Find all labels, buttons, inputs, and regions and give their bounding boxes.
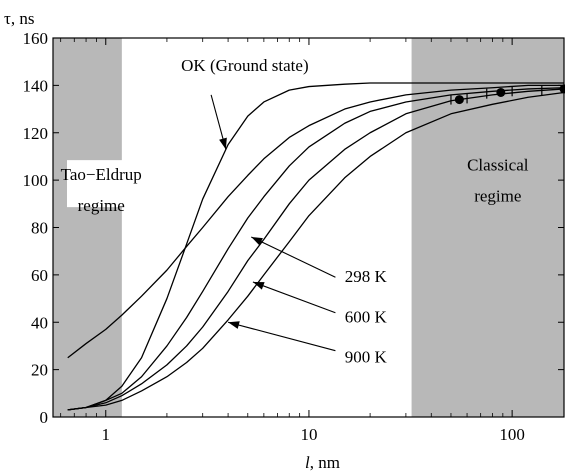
series-line-4 (67, 88, 565, 411)
annotation-1: OK (Ground state) (181, 56, 309, 150)
y-tick-label: 100 (23, 171, 49, 190)
data-point-marker (559, 84, 565, 94)
y-tick-label: 60 (31, 266, 48, 285)
region-label-line: regime (78, 196, 125, 215)
annotation-arrow-head (228, 321, 240, 329)
y-tick-label: 20 (31, 361, 48, 380)
annotation-3: 600 K (252, 281, 388, 326)
y-axis-label: τ, ns (4, 9, 34, 28)
annotation-arrow-head (252, 281, 265, 290)
series-lines (67, 82, 565, 411)
x-tick-label: 10 (300, 425, 317, 444)
annotation-text: 600 K (345, 307, 388, 326)
region-label-box (67, 160, 155, 208)
shaded-region-1 (53, 38, 122, 417)
annotation-4: 900 K (227, 321, 388, 367)
x-axis-label-symbol: l (305, 453, 310, 472)
region-label-2: Classical regime (467, 156, 529, 206)
data-point-marker (496, 87, 506, 97)
axis-ticks: 0 20 40 60 80 100 120 140 160 1 10 100 (23, 29, 564, 444)
shaded-regions: Tao−Eldrup regime Classical regime (53, 38, 564, 417)
region-label-line: Classical (467, 156, 529, 175)
data-markers (450, 84, 565, 105)
y-tick-label: 160 (23, 29, 49, 48)
region-label-line: regime (474, 186, 521, 205)
series-line-1 (67, 84, 564, 359)
shaded-region-2 (411, 38, 564, 417)
y-tick-label: 0 (40, 408, 49, 427)
x-tick-label: 100 (499, 425, 525, 444)
annotation-arrow-head (251, 236, 263, 246)
annotation-text: 298 K (345, 267, 388, 286)
series-line-2 (67, 82, 564, 411)
annotation-arrow-shaft (227, 321, 336, 352)
annotations: OK (Ground state) 298 K 600 K 900 K (181, 56, 387, 366)
region-label-line: Tao−Eldrup (61, 165, 142, 184)
series-line-3 (67, 87, 565, 411)
y-tick-label: 140 (23, 76, 49, 95)
y-tick-label: 40 (31, 313, 48, 332)
axis-labels: τ, ns l, nm (4, 9, 340, 472)
series-line-5 (67, 91, 565, 411)
y-tick-label: 80 (31, 219, 48, 238)
annotation-arrow-head (219, 137, 227, 150)
annotation-arrow-shaft (251, 236, 336, 278)
annotation-text: OK (Ground state) (181, 56, 308, 75)
annotation-2: 298 K (251, 236, 388, 286)
y-tick-label: 120 (23, 124, 49, 143)
x-axis-label: l, nm (305, 453, 340, 472)
x-axis-label-unit: , nm (310, 453, 340, 472)
data-point-marker (454, 95, 464, 105)
x-tick-label: 1 (102, 425, 111, 444)
annotation-arrow-shaft (252, 281, 336, 314)
region-label-1: Tao−Eldrup regime (61, 160, 155, 215)
annotation-text: 900 K (345, 348, 388, 367)
